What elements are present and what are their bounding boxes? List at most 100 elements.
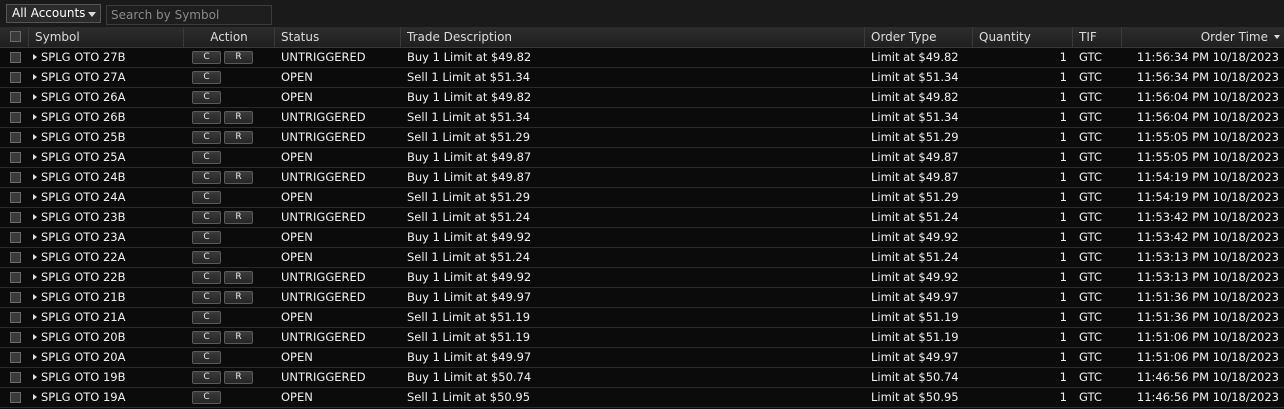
column-header-trade-description[interactable]: Trade Description	[401, 27, 865, 47]
expand-arrow-icon[interactable]	[33, 114, 37, 120]
table-row[interactable]: SPLG OTO 26A C OPEN Buy 1 Limit at $49.82 Li…	[0, 88, 1284, 108]
row-checkbox[interactable]	[10, 312, 21, 323]
table-row[interactable]: SPLG OTO 22A C OPEN Sell 1 Limit at $51.24 L…	[0, 248, 1284, 268]
cancel-order-button[interactable]: C	[192, 351, 221, 364]
row-checkbox[interactable]	[10, 92, 21, 103]
table-row[interactable]: SPLG OTO 27A C OPEN Sell 1 Limit at $51.34 L…	[0, 68, 1284, 88]
cancel-order-button[interactable]: C	[192, 171, 221, 184]
cancel-order-button[interactable]: C	[192, 51, 221, 64]
expand-arrow-icon[interactable]	[33, 54, 37, 60]
row-checkbox[interactable]	[10, 192, 21, 203]
cancel-order-button[interactable]: C	[192, 371, 221, 384]
table-row[interactable]: SPLG OTO 25A C OPEN Buy 1 Limit at $49.87 Li…	[0, 148, 1284, 168]
cancel-order-button[interactable]: C	[192, 151, 221, 164]
select-all-checkbox[interactable]	[10, 31, 21, 42]
cancel-order-button[interactable]: C	[192, 251, 221, 264]
expand-arrow-icon[interactable]	[33, 314, 37, 320]
column-header-order-type[interactable]: Order Type	[865, 27, 973, 47]
table-row[interactable]: SPLG OTO 20A C OPEN Buy 1 Limit at $49.97 Li…	[0, 348, 1284, 368]
expand-arrow-icon[interactable]	[33, 94, 37, 100]
account-select[interactable]: All Accounts	[6, 4, 101, 23]
symbol-cell: SPLG OTO 27A	[41, 70, 126, 84]
column-header-quantity[interactable]: Quantity	[973, 27, 1073, 47]
cancel-order-button[interactable]: C	[192, 111, 221, 124]
expand-arrow-icon[interactable]	[33, 234, 37, 240]
table-row[interactable]: SPLG OTO 24A C OPEN Sell 1 Limit at $51.29 L…	[0, 188, 1284, 208]
replace-order-button[interactable]: R	[224, 211, 253, 224]
expand-arrow-icon[interactable]	[33, 174, 37, 180]
column-header-action[interactable]: Action	[184, 27, 275, 47]
cancel-order-button[interactable]: C	[192, 191, 221, 204]
row-checkbox[interactable]	[10, 352, 21, 363]
expand-arrow-icon[interactable]	[33, 214, 37, 220]
expand-arrow-icon[interactable]	[33, 154, 37, 160]
column-header-order-time[interactable]: Order Time	[1122, 27, 1284, 47]
trade-description-cell: Buy 1 Limit at $50.74	[407, 370, 532, 384]
row-checkbox[interactable]	[10, 172, 21, 183]
cancel-order-button[interactable]: C	[192, 391, 221, 404]
expand-arrow-icon[interactable]	[33, 294, 37, 300]
expand-arrow-icon[interactable]	[33, 374, 37, 380]
symbol-search-input[interactable]	[106, 5, 272, 25]
row-checkbox[interactable]	[10, 152, 21, 163]
expand-arrow-icon[interactable]	[33, 334, 37, 340]
table-row[interactable]: SPLG OTO 27B C R UNTRIGGERED Buy 1 Limit at …	[0, 48, 1284, 68]
replace-order-button[interactable]: R	[224, 371, 253, 384]
replace-order-button[interactable]: R	[224, 131, 253, 144]
row-checkbox[interactable]	[10, 112, 21, 123]
row-checkbox[interactable]	[10, 272, 21, 283]
order-time-cell: 11:53:42 PM 10/18/2023	[1136, 210, 1279, 224]
cancel-order-button[interactable]: C	[192, 271, 221, 284]
expand-arrow-icon[interactable]	[33, 274, 37, 280]
table-row[interactable]: SPLG OTO 19B C R UNTRIGGERED Buy 1 Limit at …	[0, 368, 1284, 388]
replace-order-button[interactable]: R	[224, 111, 253, 124]
replace-order-button[interactable]: R	[224, 271, 253, 284]
cancel-order-button[interactable]: C	[192, 211, 221, 224]
order-time-cell: 11:54:19 PM 10/18/2023	[1136, 170, 1279, 184]
table-row[interactable]: SPLG OTO 23A C OPEN Buy 1 Limit at $49.92 Li…	[0, 228, 1284, 248]
expand-arrow-icon[interactable]	[33, 394, 37, 400]
cancel-order-button[interactable]: C	[192, 311, 221, 324]
row-checkbox[interactable]	[10, 332, 21, 343]
row-checkbox[interactable]	[10, 392, 21, 403]
expand-arrow-icon[interactable]	[33, 134, 37, 140]
cancel-order-button[interactable]: C	[192, 291, 221, 304]
table-row[interactable]: SPLG OTO 24B C R UNTRIGGERED Buy 1 Limit at …	[0, 168, 1284, 188]
table-row[interactable]: SPLG OTO 21A C OPEN Sell 1 Limit at $51.19 L…	[0, 308, 1284, 328]
row-checkbox[interactable]	[10, 52, 21, 63]
expand-arrow-icon[interactable]	[33, 254, 37, 260]
table-row[interactable]: SPLG OTO 20B C R UNTRIGGERED Sell 1 Limit at…	[0, 328, 1284, 348]
column-header-symbol[interactable]: Symbol	[29, 27, 184, 47]
table-row[interactable]: SPLG OTO 19A C OPEN Sell 1 Limit at $50.95 L…	[0, 388, 1284, 408]
row-checkbox[interactable]	[10, 232, 21, 243]
column-header-status[interactable]: Status	[275, 27, 401, 47]
table-row[interactable]: SPLG OTO 21B C R UNTRIGGERED Buy 1 Limit at …	[0, 288, 1284, 308]
cancel-order-button[interactable]: C	[192, 71, 221, 84]
row-checkbox[interactable]	[10, 372, 21, 383]
row-checkbox[interactable]	[10, 292, 21, 303]
table-row[interactable]: SPLG OTO 22B C R UNTRIGGERED Buy 1 Limit at …	[0, 268, 1284, 288]
replace-order-button[interactable]: R	[224, 171, 253, 184]
row-checkbox[interactable]	[10, 212, 21, 223]
row-checkbox[interactable]	[10, 252, 21, 263]
row-checkbox[interactable]	[10, 72, 21, 83]
column-header-tif[interactable]: TIF	[1073, 27, 1122, 47]
table-row[interactable]: SPLG OTO 26B C R UNTRIGGERED Sell 1 Limit at…	[0, 108, 1284, 128]
expand-arrow-icon[interactable]	[33, 74, 37, 80]
tif-cell: GTC	[1079, 350, 1102, 364]
tif-cell: GTC	[1079, 110, 1102, 124]
cancel-order-button[interactable]: C	[192, 331, 221, 344]
table-row[interactable]: SPLG OTO 23B C R UNTRIGGERED Sell 1 Limit at…	[0, 208, 1284, 228]
status-cell: UNTRIGGERED	[281, 110, 366, 124]
order-type-cell: Limit at $51.34	[871, 110, 959, 124]
cancel-order-button[interactable]: C	[192, 91, 221, 104]
replace-order-button[interactable]: R	[224, 331, 253, 344]
table-row[interactable]: SPLG OTO 25B C R UNTRIGGERED Sell 1 Limit at…	[0, 128, 1284, 148]
expand-arrow-icon[interactable]	[33, 354, 37, 360]
expand-arrow-icon[interactable]	[33, 194, 37, 200]
cancel-order-button[interactable]: C	[192, 131, 221, 144]
cancel-order-button[interactable]: C	[192, 231, 221, 244]
replace-order-button[interactable]: R	[224, 51, 253, 64]
row-checkbox[interactable]	[10, 132, 21, 143]
replace-order-button[interactable]: R	[224, 291, 253, 304]
